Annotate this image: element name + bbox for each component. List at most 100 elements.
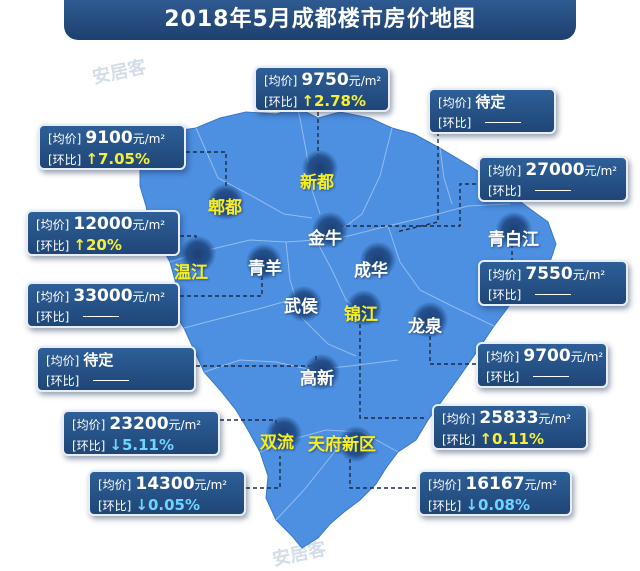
no-data-dash bbox=[535, 190, 572, 191]
district-marker bbox=[360, 242, 396, 278]
price-key: [均价] bbox=[36, 218, 70, 232]
price-card-qingyang: [均价] 33000 元/m² [环比] bbox=[26, 282, 180, 328]
district-label-tianfu: 天府新区 bbox=[308, 435, 376, 455]
down-arrow-icon: ↓ bbox=[109, 436, 122, 454]
down-arrow-icon: ↓ bbox=[465, 496, 478, 514]
district-label-jinniu: 金牛 bbox=[308, 229, 342, 249]
change-key: [环比] bbox=[98, 499, 132, 513]
no-data-dash bbox=[535, 294, 572, 295]
district-marker bbox=[412, 302, 448, 338]
price-unit: 元/m² bbox=[348, 74, 382, 88]
district-label-longquan: 龙泉 bbox=[408, 317, 442, 337]
price-key: [均价] bbox=[72, 418, 106, 432]
price-card-qingbaijiang: [均价] 7550 元/m² [环比] bbox=[478, 260, 628, 306]
change-key: [环比] bbox=[48, 153, 82, 167]
price-unit: 元/m² bbox=[168, 418, 202, 432]
price-card-gaoxin: [均价] 14300 元/m² [环比] ↓ 0.05% bbox=[88, 470, 246, 516]
avg-price: 9750 bbox=[301, 70, 349, 90]
price-card-pending-gaoxin: [均价] 待定 [环比] bbox=[36, 346, 196, 392]
change-key: [环比] bbox=[442, 433, 476, 447]
district-marker bbox=[208, 184, 244, 220]
price-key: [均价] bbox=[48, 132, 82, 146]
change-key: [环比] bbox=[486, 370, 520, 384]
price-unit: 元/m² bbox=[570, 350, 604, 364]
no-data-dash bbox=[83, 316, 120, 317]
avg-price: 33000 bbox=[73, 286, 133, 306]
price-unit: 元/m² bbox=[194, 478, 228, 492]
district-label-chenghua: 成华 bbox=[354, 261, 388, 281]
up-arrow-icon: ↑ bbox=[85, 150, 98, 168]
no-data-dash bbox=[533, 376, 570, 377]
mom-change: 0.08% bbox=[477, 496, 530, 514]
change-key: [环比] bbox=[264, 95, 298, 109]
price-unit: 元/m² bbox=[538, 412, 572, 426]
district-label-xindu: 新都 bbox=[300, 173, 334, 193]
price-key: [均价] bbox=[46, 354, 80, 368]
price-unit: 元/m² bbox=[524, 478, 558, 492]
avg-price: 待定 bbox=[475, 93, 506, 111]
price-card-pending-top: [均价] 待定 [环比] bbox=[428, 88, 556, 134]
no-data-dash bbox=[93, 380, 130, 381]
mom-change: 20% bbox=[85, 236, 122, 254]
connector-tianfu bbox=[349, 456, 416, 489]
up-arrow-icon: ↑ bbox=[73, 236, 86, 254]
price-key: [均价] bbox=[36, 290, 70, 304]
price-card-tianfu: [均价] 16167 元/m² [环比] ↓ 0.08% bbox=[418, 470, 572, 516]
down-arrow-icon: ↓ bbox=[135, 496, 148, 514]
district-label-qingbaijiang: 青白江 bbox=[488, 230, 539, 250]
price-card-xindu: [均价] 9750 元/m² [环比] ↑ 2.78% bbox=[254, 66, 390, 112]
no-data-dash bbox=[485, 122, 522, 123]
district-marker bbox=[338, 426, 374, 462]
district-label-wuhou: 武侯 bbox=[284, 297, 318, 317]
up-arrow-icon: ↑ bbox=[301, 92, 314, 110]
mom-change: 7.05% bbox=[97, 150, 150, 168]
district-label-gaoxin: 高新 bbox=[300, 369, 334, 389]
connector-pending-top bbox=[395, 132, 439, 233]
avg-price: 23200 bbox=[109, 414, 169, 434]
district-marker bbox=[346, 290, 382, 326]
avg-price: 14300 bbox=[135, 474, 195, 494]
mom-change: 0.11% bbox=[491, 430, 544, 448]
page-title: 2018年5月成都楼市房价地图 bbox=[64, 0, 576, 40]
connector-longquan bbox=[429, 330, 476, 365]
price-key: [均价] bbox=[264, 74, 298, 88]
price-card-shuangliu: [均价] 23200 元/m² [环比] ↓ 5.11% bbox=[62, 410, 220, 456]
avg-price: 12000 bbox=[73, 214, 133, 234]
district-marker bbox=[302, 150, 338, 186]
avg-price: 27000 bbox=[525, 160, 585, 180]
price-unit: 元/m² bbox=[572, 268, 606, 282]
price-unit: 元/m² bbox=[132, 132, 166, 146]
price-unit: 元/m² bbox=[132, 218, 166, 232]
district-label-pixian: 郫都 bbox=[208, 198, 242, 218]
change-key: [环比] bbox=[488, 288, 522, 302]
district-marker bbox=[246, 244, 282, 280]
district-label-jinjiang: 锦江 bbox=[344, 305, 378, 325]
price-key: [均价] bbox=[488, 268, 522, 282]
price-card-wenjiang: [均价] 12000 元/m² [环比] ↑ 20% bbox=[26, 210, 180, 256]
price-key: [均价] bbox=[488, 164, 522, 178]
price-unit: 元/m² bbox=[584, 164, 618, 178]
district-label-shuangliu: 双流 bbox=[260, 433, 294, 453]
avg-price: 16167 bbox=[465, 474, 525, 494]
change-key: [环比] bbox=[438, 116, 472, 130]
district-marker bbox=[286, 286, 322, 322]
mom-change: 0.05% bbox=[147, 496, 200, 514]
price-key: [均价] bbox=[98, 478, 132, 492]
change-key: [环比] bbox=[46, 374, 80, 388]
change-key: [环比] bbox=[428, 499, 462, 513]
connector-jinjiang bbox=[359, 314, 424, 419]
district-label-qingyang: 青羊 bbox=[248, 259, 282, 279]
avg-price: 9700 bbox=[523, 346, 571, 366]
price-card-jinniu: [均价] 27000 元/m² [环比] bbox=[478, 156, 628, 202]
district-label-wenjiang: 温江 bbox=[174, 263, 208, 283]
mom-change: 5.11% bbox=[121, 436, 174, 454]
mom-change: 2.78% bbox=[313, 92, 366, 110]
price-key: [均价] bbox=[486, 350, 520, 364]
up-arrow-icon: ↑ bbox=[479, 430, 492, 448]
avg-price: 9100 bbox=[85, 128, 133, 148]
price-key: [均价] bbox=[438, 96, 472, 110]
avg-price: 7550 bbox=[525, 264, 573, 284]
change-key: [环比] bbox=[72, 439, 106, 453]
avg-price: 待定 bbox=[83, 351, 114, 369]
price-card-pixian: [均价] 9100 元/m² [环比] ↑ 7.05% bbox=[38, 124, 186, 170]
